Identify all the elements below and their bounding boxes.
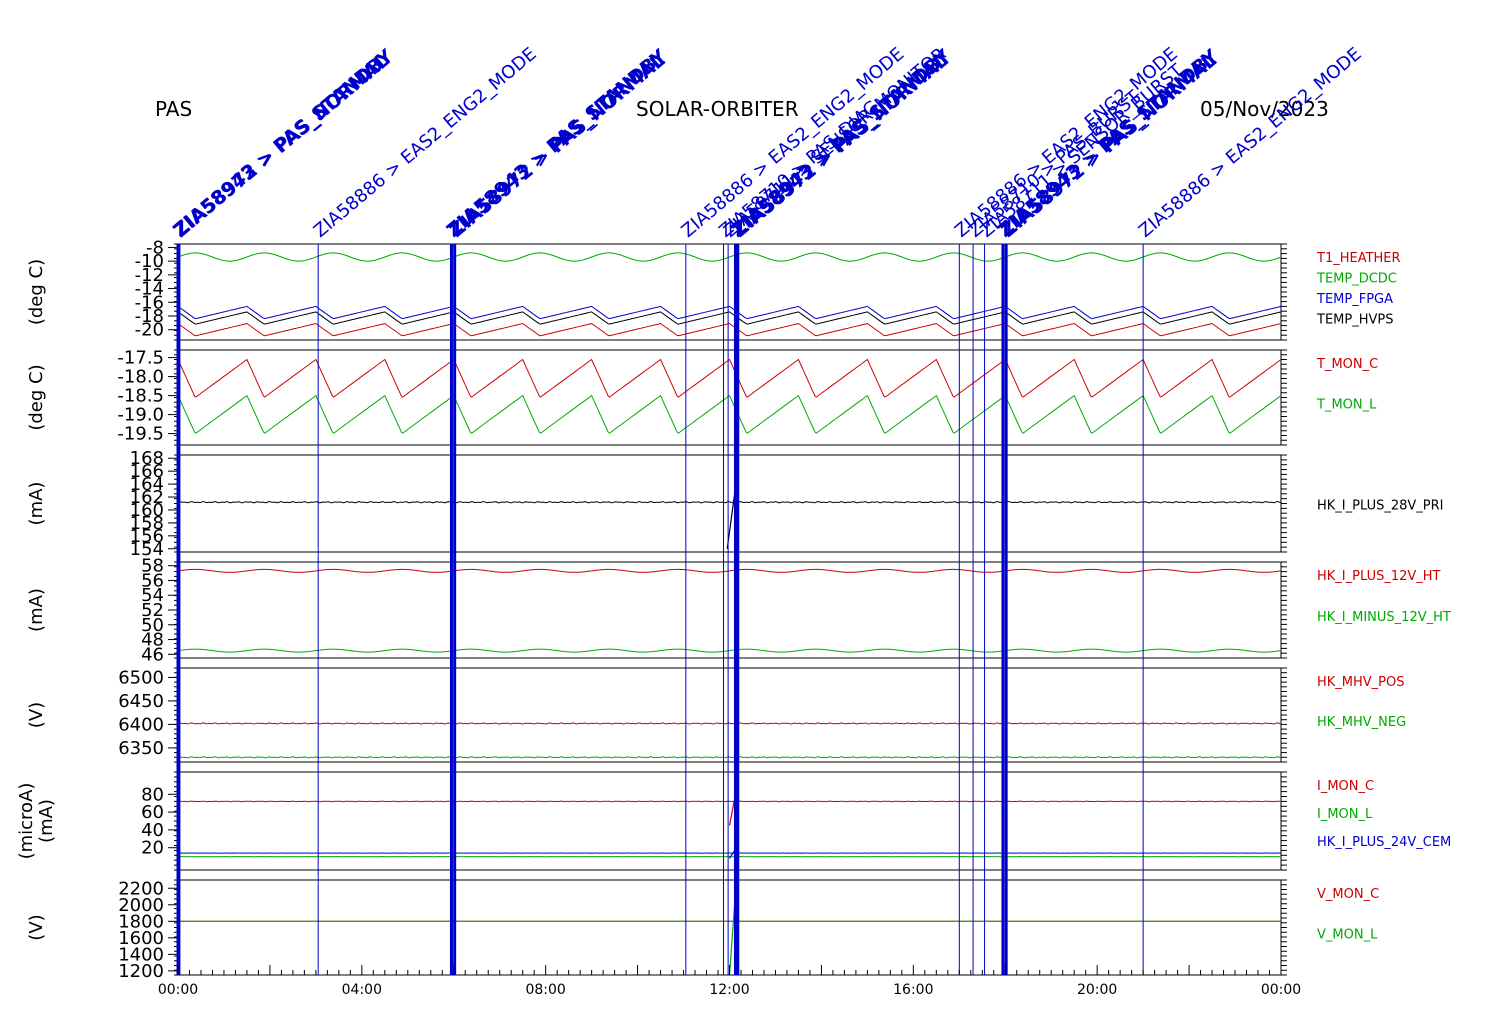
legend-label: V_MON_C [1317, 887, 1379, 902]
panel-frame [178, 668, 1281, 762]
x-tick-label: 00:00 [158, 982, 198, 998]
legend-label: TEMP_DCDC [1316, 272, 1397, 287]
legend-label: HK_MHV_POS [1317, 675, 1405, 690]
panel-frame [178, 455, 1281, 552]
x-tick-label: 12:00 [709, 982, 749, 998]
x-tick-label: 16:00 [893, 982, 933, 998]
series-line-t_mon_l [178, 396, 1281, 434]
y-tick-label: -20 [135, 320, 164, 341]
panel-frame [178, 244, 1281, 340]
panel-6: 80604020(microA)(mA)I_MON_CI_MON_LHK_I_P… [16, 772, 1451, 870]
panel-frame [178, 350, 1281, 445]
legend-label: T_MON_L [1316, 398, 1377, 413]
legend-label: T_MON_C [1316, 357, 1378, 372]
x-tick-label: 00:00 [1261, 982, 1301, 998]
header-left: PAS [155, 97, 192, 121]
legend-label: HK_I_PLUS_28V_PRI [1317, 499, 1443, 514]
series-line-hk_i_plus_12v_ht [178, 569, 1281, 572]
x-tick-label: 08:00 [525, 982, 565, 998]
x-tick-label: 20:00 [1077, 982, 1117, 998]
event-label: ZIA58886 > EAS2_ENG2_MODE [310, 44, 541, 242]
series-line-hk_i_minus_12v_ht [178, 649, 1281, 652]
legend-label: TEMP_HVPS [1316, 313, 1393, 328]
y-tick-label: -18.5 [117, 386, 164, 407]
series-line-hk_mhv_neg [178, 757, 1281, 758]
y-axis-label: (mA) [36, 799, 57, 843]
legend-label: TEMP_FPGA [1316, 292, 1393, 307]
legend-label: HK_I_PLUS_24V_CEM [1317, 835, 1451, 850]
y-tick-label: 46 [141, 644, 164, 665]
y-tick-label: 6400 [118, 714, 164, 735]
legend-label: T1_HEATHER [1316, 251, 1401, 266]
series-line-temp_hvps [178, 312, 1281, 324]
legend-label: I_MON_C [1317, 779, 1374, 794]
y-tick-label: -19.0 [117, 405, 164, 426]
legend-label: V_MON_L [1317, 928, 1378, 943]
legend-label: HK_I_PLUS_12V_HT [1317, 569, 1441, 584]
series-line-hk_mhv_pos [178, 723, 1281, 724]
series-line-temp_dcdc [178, 253, 1281, 261]
panel-frame [178, 562, 1281, 658]
y-tick-label: -18.0 [117, 367, 164, 388]
y-tick-label: 1200 [118, 961, 164, 982]
header-center: SOLAR-ORBITER [636, 97, 799, 121]
x-axis: 00:00 04:00 08:00 12:00 16:00 20:00 00:00 [158, 965, 1301, 998]
panel-7: 220020001800160014001200(V)V_MON_CV_MON_… [26, 878, 1379, 982]
y-axis-label: (V) [26, 914, 47, 940]
y-tick-label: -19.5 [117, 424, 164, 445]
event-label: ZIA58972 > PAS_NORMAL [446, 49, 669, 242]
event-label: ZIA58886 > EAS2_ENG2_MODE [678, 44, 909, 242]
panel-frame [178, 772, 1281, 870]
series-line-hk_i_plus_28v_pri [178, 502, 1281, 503]
legend-label: HK_I_MINUS_12V_HT [1317, 610, 1451, 625]
y-tick-label: 6500 [118, 667, 164, 688]
y-axis-label: (mA) [26, 482, 47, 526]
y-axis-label: (microA) [16, 783, 37, 860]
y-tick-label: 6450 [118, 691, 164, 712]
x-tick-label: 04:00 [342, 982, 382, 998]
y-tick-label: 20 [141, 838, 164, 859]
event-label: ZIA58972 > PAS_NORMAL [729, 49, 952, 242]
panel-1: -8-10-12-14-16-18-20(deg C)T1_HEATHERTEM… [26, 237, 1401, 340]
event-label: ZIA58972 > PAS_NORMAL [170, 49, 393, 242]
panel-2: -17.5-18.0-18.5-19.0-19.5 (deg C) T_MON_C T… [26, 348, 1378, 445]
legend-label: I_MON_L [1317, 807, 1373, 822]
panels-layer: -8-10-12-14-16-18-20(deg C)T1_HEATHERTEM… [16, 237, 1451, 981]
event-label: ZIA58972 > PAS_NORMAL [997, 49, 1220, 242]
y-axis-label: (deg C) [26, 364, 47, 430]
series-line-i_mon_c [178, 801, 1281, 802]
panel-frame [178, 880, 1281, 975]
y-tick-label: 6350 [118, 738, 164, 759]
series-line-t_mon_c [178, 360, 1281, 398]
y-axis-label: (V) [26, 702, 47, 728]
series-line-t1_heather [178, 324, 1281, 336]
y-axis-label: (deg C) [26, 259, 47, 325]
y-tick-label: -17.5 [117, 348, 164, 369]
y-axis-label: (mA) [26, 588, 47, 632]
legend-label: HK_MHV_NEG [1317, 715, 1406, 730]
